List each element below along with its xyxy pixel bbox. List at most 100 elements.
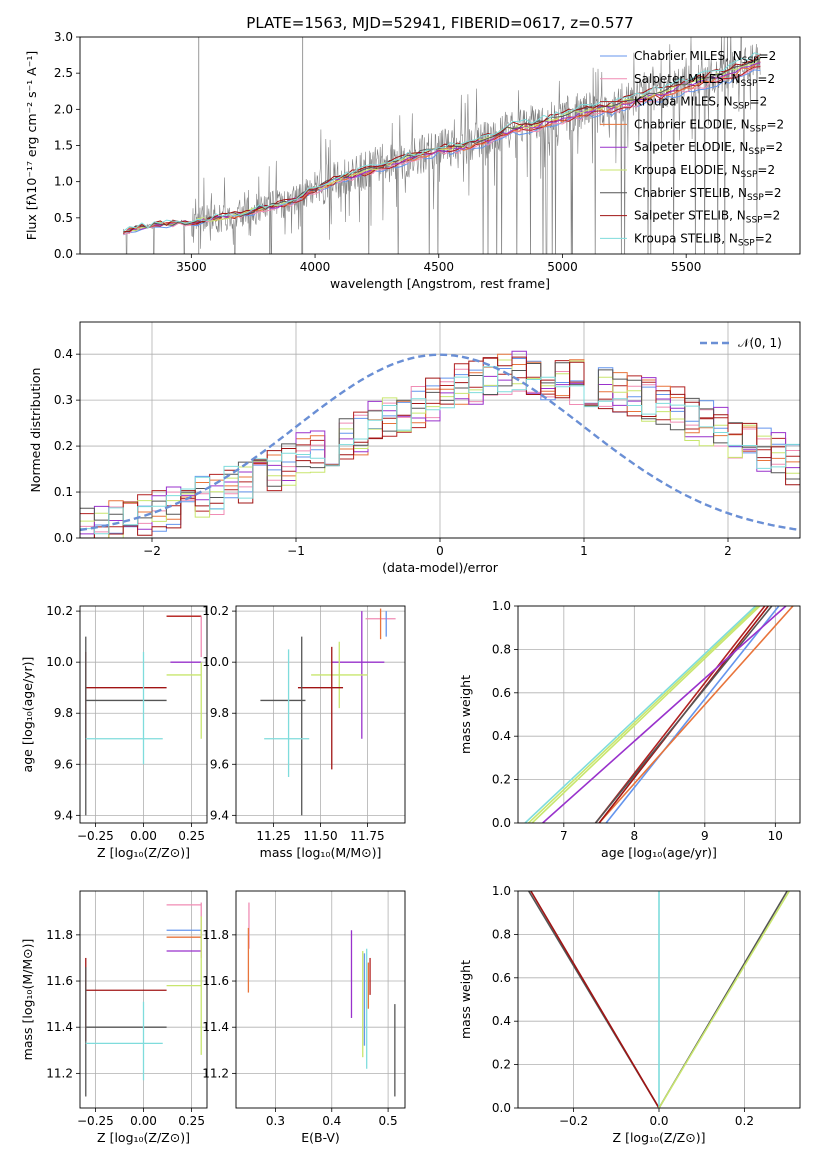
y-tick-label: 11.2	[46, 1066, 73, 1080]
legend-label: Salpeter ELODIE, NSSP=2	[634, 140, 783, 157]
x-tick-label: 0.25	[178, 1114, 205, 1128]
legend-label: Kroupa STELIB, NSSP=2	[634, 231, 772, 248]
y-tick-label: 11.4	[202, 1020, 229, 1034]
x-tick-label: 0.25	[178, 829, 205, 843]
cdf-line	[530, 891, 660, 1108]
y-tick-label: 11.6	[202, 974, 229, 988]
x-tick-label: 0	[436, 544, 444, 558]
x-tick-label: 2	[724, 544, 732, 558]
y-tick-label: 0.6	[492, 971, 511, 985]
age_vs_Z-xlabel: Z [log₁₀(Z/Z⊙)]	[97, 845, 190, 860]
y-tick-label: 2.0	[54, 102, 73, 116]
cdf-line	[528, 606, 759, 823]
gaussian-curve	[80, 353, 800, 532]
mass_vs_ebv-plot-area	[247, 902, 396, 1097]
x-tick-label: 5500	[671, 260, 702, 274]
x-tick-label: 7	[560, 829, 568, 843]
y-tick-label: 0.2	[492, 773, 511, 787]
y-tick-label: 0.4	[492, 729, 511, 743]
legend-label: Salpeter STELIB, NSSP=2	[634, 209, 780, 226]
x-tick-label: 1	[580, 544, 588, 558]
cdf-line	[594, 606, 766, 823]
legend-label: Kroupa MILES, NSSP=2	[634, 95, 767, 112]
cdf_age-ylabel: mass weight	[458, 675, 473, 754]
mass_vs_Z-plot-area	[85, 902, 202, 1097]
x-tick-label: 0.0	[649, 1114, 668, 1128]
legend-label: Chabrier MILES, NSSP=2	[634, 49, 776, 66]
spectrum-model-kroupa_elodie	[123, 57, 761, 233]
y-tick-label: 0.1	[54, 485, 73, 499]
y-tick-label: 0.3	[54, 393, 73, 407]
residuals-frame	[79, 321, 801, 539]
mass_vs_Z-ylabel: mass [log₁₀(M/M⊙)]	[20, 939, 35, 1061]
x-tick-label: −0.25	[77, 1114, 114, 1128]
cdf-line	[524, 606, 757, 823]
y-tick-label: 9.6	[210, 757, 229, 771]
x-tick-label: 0.2	[735, 1114, 754, 1128]
age_vs_mass-plot-area	[260, 608, 396, 816]
cdf_Z-ylabel: mass weight	[458, 960, 473, 1039]
x-tick-label: 3500	[176, 260, 207, 274]
x-tick-label: 0.4	[322, 1114, 341, 1128]
y-tick-label: 11.8	[46, 928, 73, 942]
mass_vs_ebv-axes: 0.3 0.4 0.5 11.2 11.4 11.6 11.8 E(B-V)	[202, 890, 406, 1145]
x-tick-label: −1	[287, 544, 305, 558]
y-tick-label: 0.4	[54, 347, 73, 361]
cdf_age-xlabel: age [log₁₀(age/yr)]	[601, 845, 717, 860]
cdf-line	[531, 606, 761, 823]
spectrum-plot-area	[122, 37, 761, 254]
cdf-line	[598, 606, 794, 823]
x-tick-label: 0.00	[130, 829, 157, 843]
age_vs_Z-ylabel: age [log₁₀(age/yr)]	[20, 657, 35, 773]
x-tick-label: 11.50	[303, 829, 337, 843]
y-tick-label: 0.2	[492, 1058, 511, 1072]
y-tick-label: 1.0	[492, 599, 511, 613]
spectrum-ylabel: Flux [fλ10⁻¹⁷ erg cm⁻² s⁻¹ A⁻¹]	[24, 51, 39, 240]
y-tick-label: 10.2	[46, 604, 73, 618]
y-tick-label: 0.0	[54, 531, 73, 545]
legend-label: Kroupa ELODIE, NSSP=2	[634, 163, 775, 180]
cdf-line	[542, 606, 787, 823]
cdf_Z-axes: −0.2 0.0 0.2 0.0 0.2 0.4 0.6 0.8 1.0 Z [log₁₀(Z/Z…	[458, 884, 801, 1145]
spectrum-title: PLATE=1563, MJD=52941, FIBERID=0617, z=0…	[246, 14, 633, 32]
x-tick-label: 10	[768, 829, 783, 843]
y-tick-label: 10.0	[46, 655, 73, 669]
cdf_Z-frame	[517, 890, 801, 1109]
x-tick-label: −0.2	[559, 1114, 588, 1128]
legend-label: Chabrier STELIB, NSSP=2	[634, 186, 782, 203]
cdf-line	[658, 891, 791, 1108]
y-tick-label: 11.4	[46, 1020, 73, 1034]
mass_vs_Z-frame	[79, 890, 208, 1109]
y-tick-label: 1.5	[54, 139, 73, 153]
x-tick-label: 11.25	[256, 829, 290, 843]
y-tick-label: 11.6	[46, 974, 73, 988]
legend-label: Salpeter MILES, NSSP=2	[634, 72, 775, 89]
residuals-axes: −2 −1 0 1 2 0.0 0.1 0.2 0.3 0.4 (data-model)/error…	[28, 321, 801, 575]
y-tick-label: 9.8	[54, 706, 73, 720]
legend-label: 𝒩(0, 1)	[738, 336, 782, 350]
cdf_age-frame	[517, 605, 801, 824]
cdf_Z-plot-area	[527, 891, 791, 1108]
y-tick-label: 0.2	[54, 439, 73, 453]
age_vs_Z-plot-area	[85, 615, 202, 816]
x-tick-label: 4000	[300, 260, 331, 274]
cdf_Z-xlabel: Z [log₁₀(Z/Z⊙)]	[613, 1130, 706, 1145]
y-tick-label: 0.0	[492, 816, 511, 830]
x-tick-label: 5000	[547, 260, 578, 274]
y-tick-label: 0.0	[492, 1101, 511, 1115]
y-tick-label: 10.2	[202, 604, 229, 618]
x-tick-label: 9	[701, 829, 709, 843]
mass_vs_ebv-frame	[235, 890, 406, 1109]
y-tick-label: 9.4	[210, 808, 229, 822]
y-tick-label: 9.4	[54, 808, 73, 822]
mass_vs_Z-axes: −0.25 0.00 0.25 11.2 11.4 11.6 11.8 Z [log₁₀(Z/…	[20, 890, 208, 1145]
cdf-line	[594, 606, 773, 823]
y-tick-label: 2.5	[54, 66, 73, 80]
y-tick-label: 9.6	[54, 757, 73, 771]
x-tick-label: −2	[143, 544, 161, 558]
y-tick-label: 1.0	[54, 175, 73, 189]
age_vs_Z-frame	[79, 605, 208, 824]
age_vs_mass-xlabel: mass [log₁₀(M/M⊙)]	[260, 845, 382, 860]
y-tick-label: 10.0	[202, 655, 229, 669]
legend-label: Chabrier ELODIE, NSSP=2	[634, 117, 784, 134]
